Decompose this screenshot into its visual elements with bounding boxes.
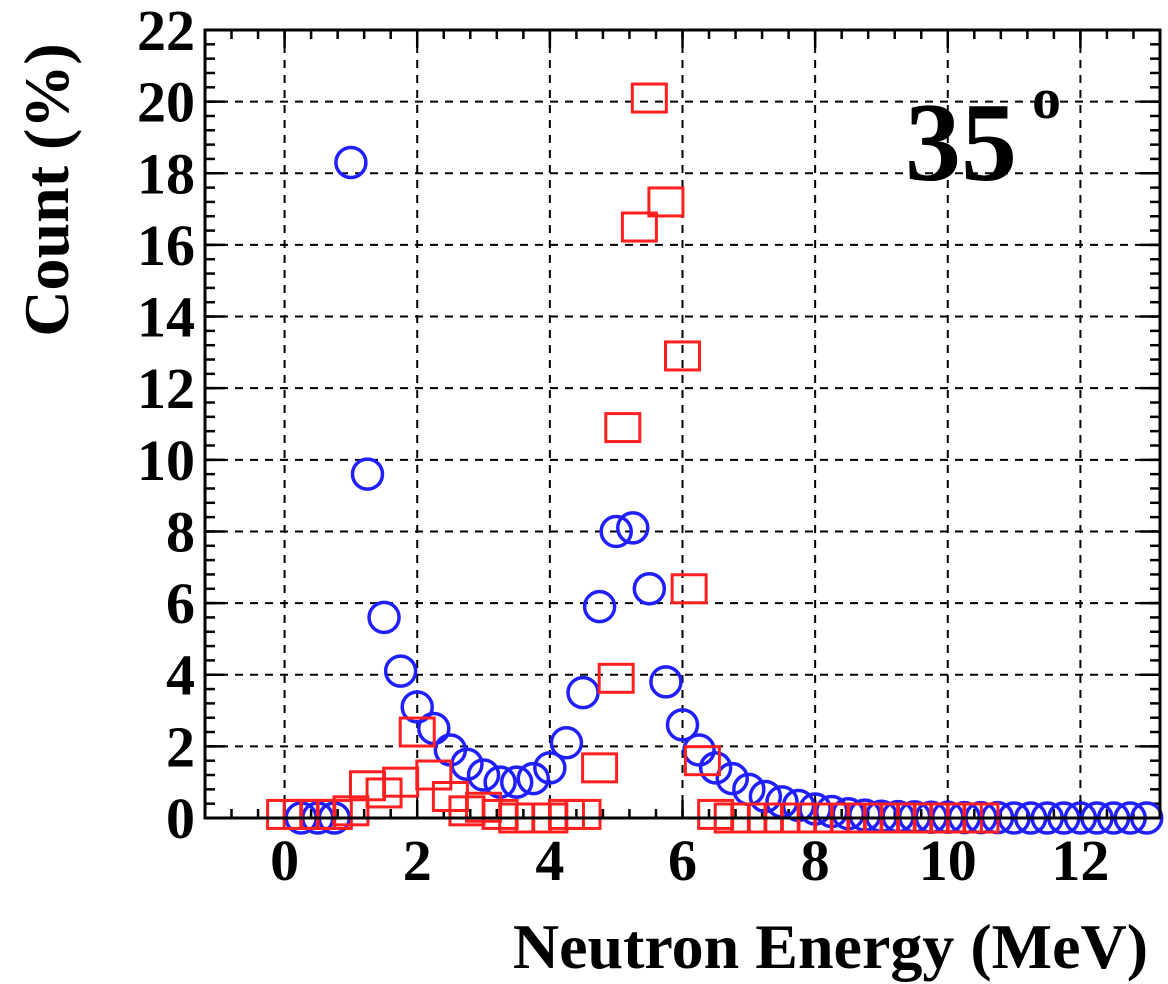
blue-circle-point: [350, 457, 385, 491]
x-tick-label: 10: [919, 828, 977, 893]
red-square-point: [604, 412, 642, 444]
y-tick-label: 18: [137, 141, 195, 206]
blue-circle-point: [367, 600, 401, 635]
blue-circle-point: [466, 758, 501, 792]
x-tick-label: 4: [535, 828, 564, 893]
blue-circle-point: [616, 511, 650, 545]
blue-circle-point: [549, 726, 584, 760]
blue-circle-point: [516, 761, 551, 796]
blue-circle-point: [599, 514, 633, 549]
y-tick-label: 4: [166, 643, 195, 708]
angle-degree-mark: o: [1032, 66, 1061, 131]
red-square-point: [581, 752, 619, 784]
blue-circle-point: [698, 751, 733, 785]
blue-circle-point: [566, 675, 600, 710]
grid-lines: [205, 30, 1160, 818]
y-tick-label: 6: [166, 571, 195, 636]
y-tick-label: 2: [166, 714, 195, 779]
blue-circle-point: [499, 765, 534, 799]
series-square-markers: [266, 82, 1000, 834]
x-tick-label: 12: [1051, 828, 1109, 893]
y-tick-label: 22: [137, 0, 195, 63]
angle-annotation: 35: [905, 81, 1017, 205]
x-tick-label: 6: [668, 828, 697, 893]
red-square-point: [597, 662, 635, 694]
y-tick-label: 12: [137, 356, 195, 421]
red-square-point: [564, 798, 602, 830]
blue-circle-point: [632, 572, 667, 606]
blue-circle-point: [533, 751, 567, 785]
plot-frame: [203, 28, 1162, 820]
x-tick-label: 8: [801, 828, 830, 893]
y-tick-label: 14: [137, 285, 195, 350]
blue-circle-point: [334, 145, 368, 180]
red-square-point: [664, 340, 701, 372]
blue-circle-point: [682, 733, 716, 767]
red-square-point: [647, 186, 685, 218]
y-tick-label: 10: [137, 428, 195, 493]
y-tick-label: 0: [166, 786, 195, 851]
y-tick-label: 16: [137, 213, 195, 278]
blue-circle-point: [649, 665, 683, 699]
y-tick-label: 8: [166, 499, 195, 564]
x-tick-label: 2: [403, 828, 432, 893]
blue-circle-point: [665, 708, 700, 742]
blue-circle-point: [715, 761, 749, 796]
blue-circle-point: [383, 654, 418, 688]
x-axis-title: Neutron Energy (MeV): [513, 911, 1148, 982]
blue-circle-point: [582, 589, 617, 624]
red-square-point: [630, 82, 668, 114]
red-square-point: [670, 573, 708, 605]
y-tick-label: 20: [137, 70, 195, 135]
red-square-point: [620, 211, 658, 243]
data-series: [266, 82, 1164, 835]
series-circle-markers: [284, 145, 1164, 835]
blue-circle-point: [400, 690, 434, 724]
x-tick-label: 0: [270, 828, 299, 893]
y-axis-title: Count (%): [11, 43, 82, 336]
red-square-point: [398, 716, 436, 748]
red-square-point: [683, 745, 721, 777]
